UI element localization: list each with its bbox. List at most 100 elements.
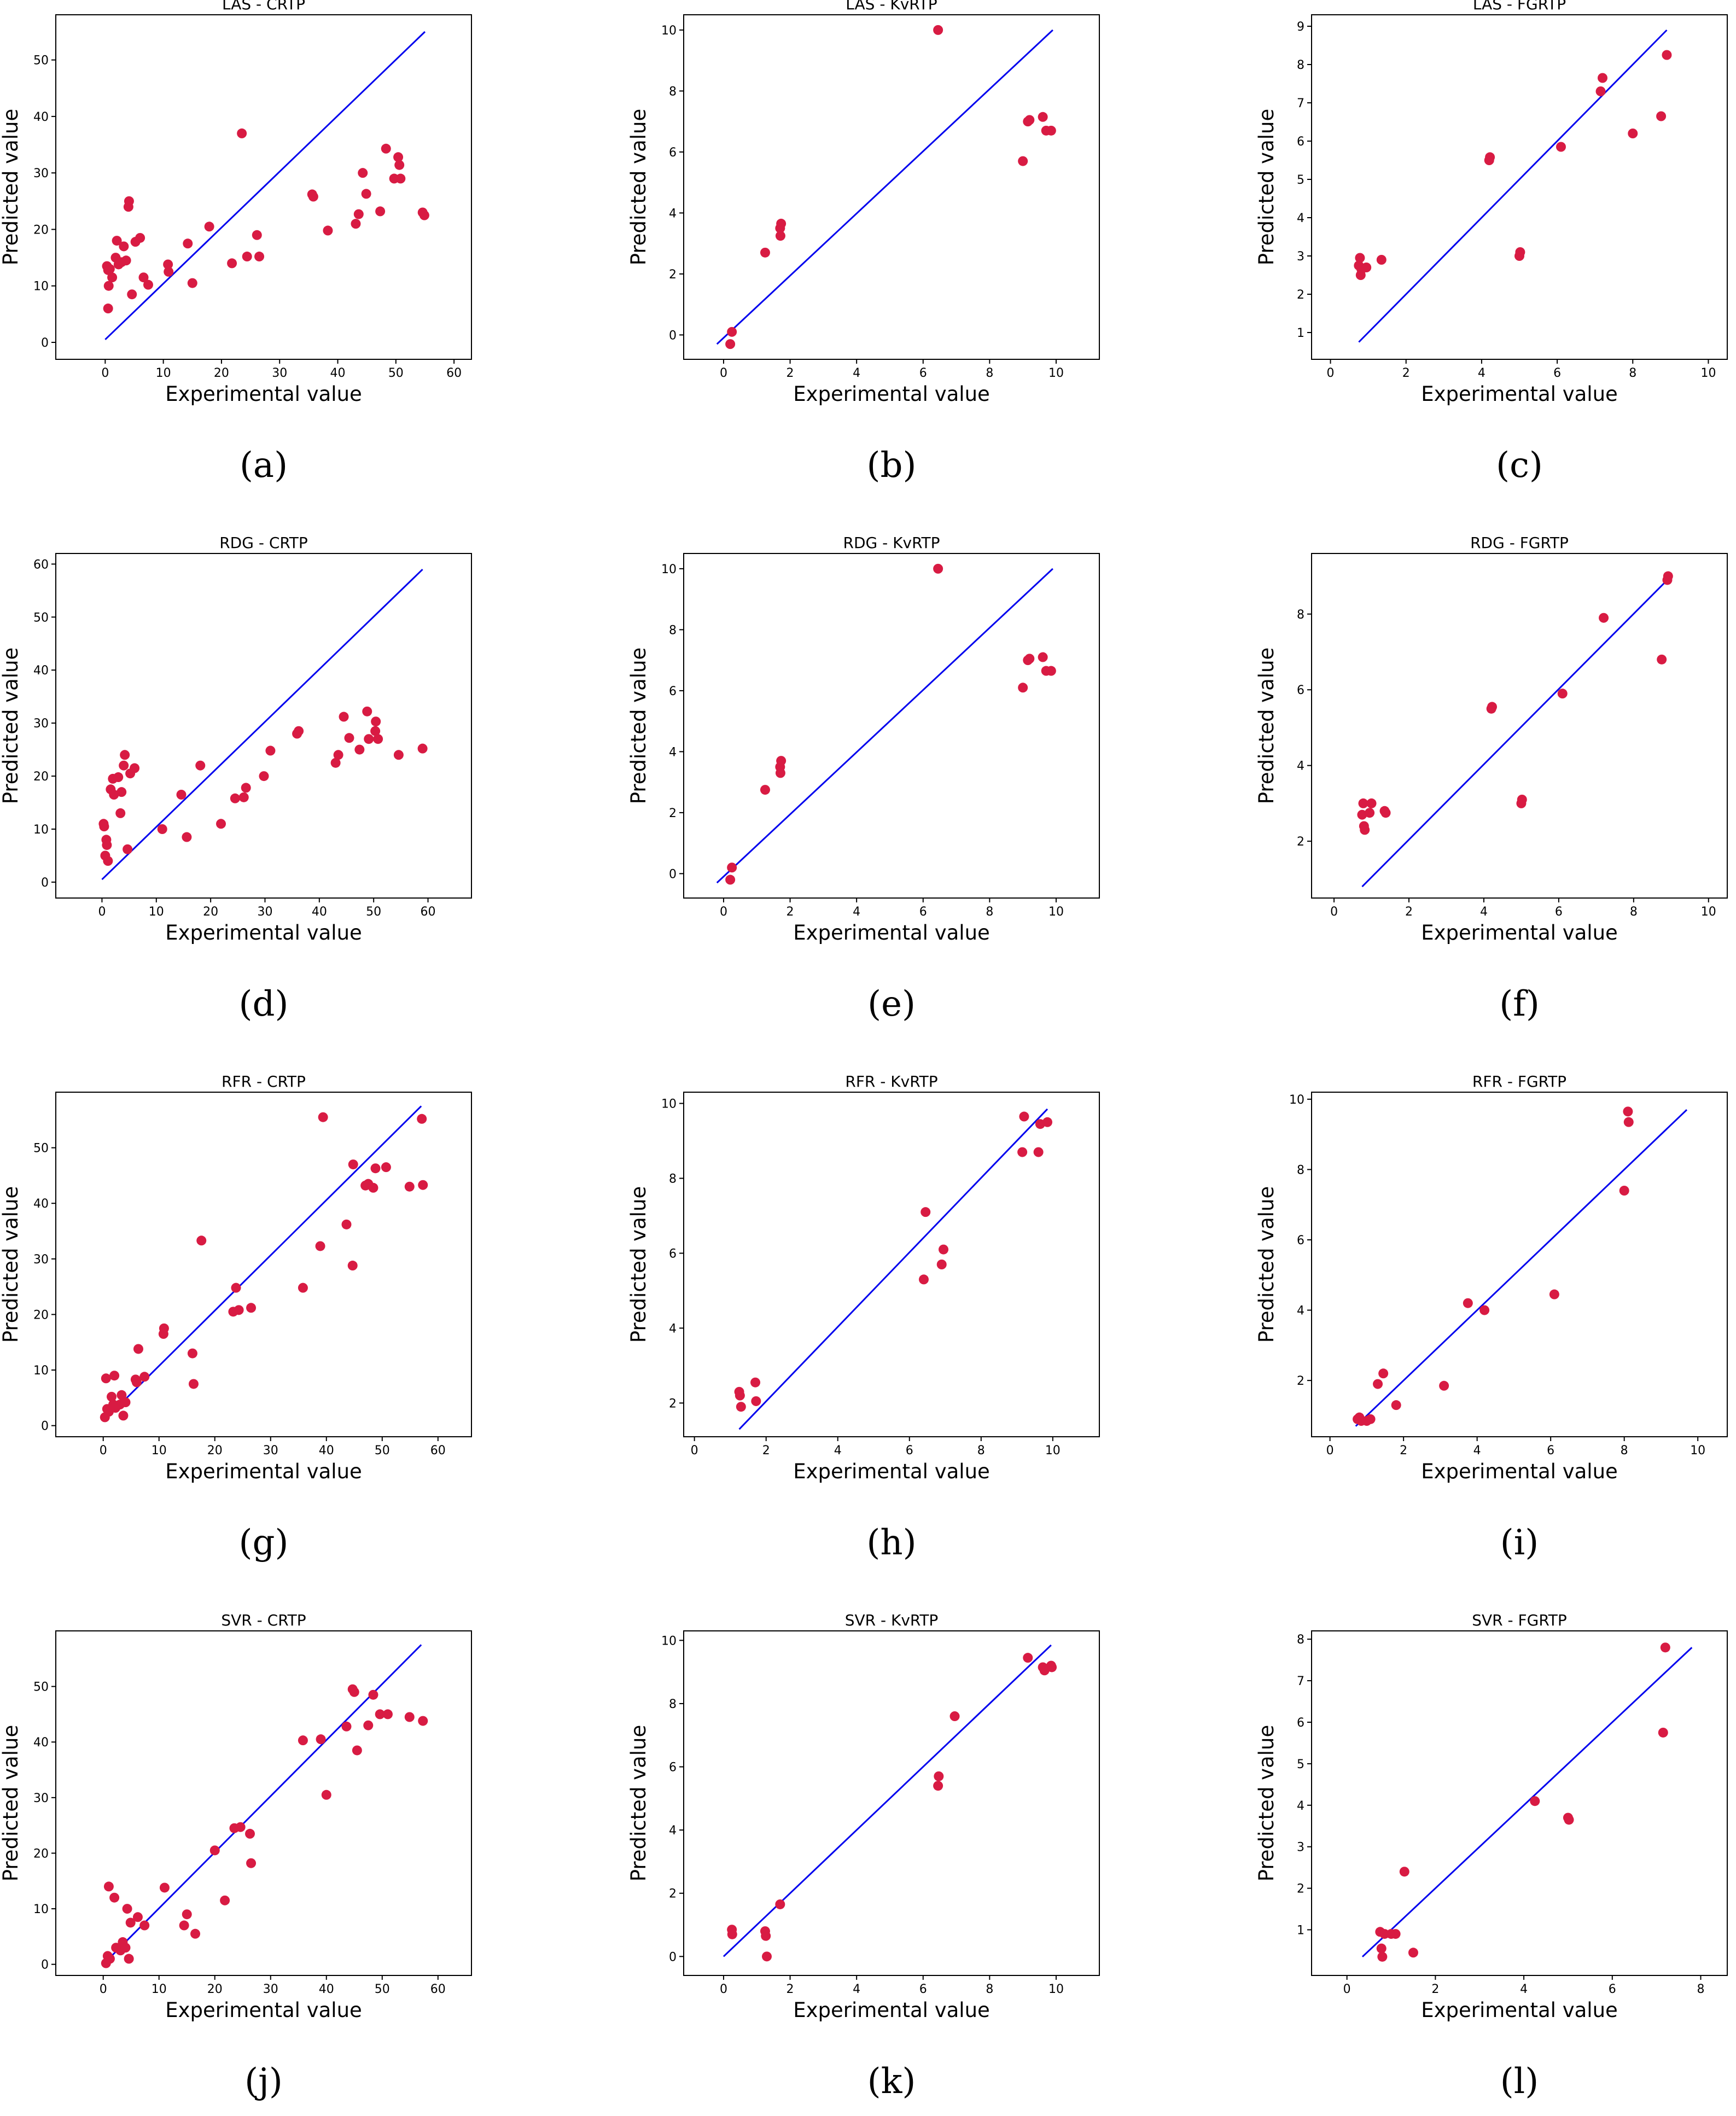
chart-3-y-tick-label: 2 xyxy=(1297,288,1304,302)
chart-1-reference-line xyxy=(104,31,426,340)
chart-6-x-tick-label: 2 xyxy=(1405,905,1413,919)
chart-4-data-point xyxy=(339,712,349,722)
chart-7-reference-line xyxy=(102,1105,422,1422)
chart-10-data-point xyxy=(104,1954,115,1964)
chart-1-data-point xyxy=(135,232,145,243)
chart-5-x-tick-label: 2 xyxy=(787,905,794,919)
chart-7-data-point xyxy=(120,1397,131,1407)
chart-5-data-point xyxy=(775,768,785,778)
chart-9-y-tick-label: 8 xyxy=(1297,1163,1304,1177)
chart-5: RDG - KvRTP 0 2 4 6 8 10 0 2 4 6 8 10 Experimental va… xyxy=(627,534,1100,1024)
chart-2-data-point xyxy=(775,231,785,241)
chart-10-data-point xyxy=(235,1822,246,1832)
chart-12-reference-line xyxy=(1361,1647,1693,1957)
chart-7-y-tick-label: 40 xyxy=(33,1197,49,1211)
chart-2-y-tick-label: 10 xyxy=(661,24,677,38)
chart-11-reference-line xyxy=(723,1644,1052,1957)
chart-4-y-tick-label: 20 xyxy=(33,770,49,784)
chart-10-data-point xyxy=(363,1720,374,1730)
chart-6-x-tick-label: 8 xyxy=(1630,905,1638,919)
chart-8-y-tick-label: 8 xyxy=(669,1173,677,1186)
chart-7-data-point xyxy=(187,1348,197,1359)
chart-4-data-point xyxy=(373,734,383,744)
chart-4-y-axis-label: Predicted value xyxy=(0,648,22,805)
chart-2-x-tick-label: 10 xyxy=(1048,366,1064,380)
chart-6-x-tick-label: 4 xyxy=(1480,905,1488,919)
chart-4-data-point xyxy=(103,856,113,866)
chart-11: SVR - KvRTP 0 2 4 6 8 10 0 2 4 6 8 10 Experimental va… xyxy=(627,1611,1100,2102)
chart-1-data-point xyxy=(121,255,131,266)
chart-7-data-point xyxy=(417,1114,427,1124)
chart-6-data-point xyxy=(1380,808,1391,818)
chart-10-data-point xyxy=(125,1917,136,1928)
chart-1-data-point xyxy=(323,225,333,236)
chart-6-reference-line xyxy=(1361,577,1670,888)
chart-4-data-point xyxy=(330,757,341,768)
chart-5-x-tick-label: 6 xyxy=(919,905,927,919)
chart-1-data-point xyxy=(104,264,115,274)
chart-4-x-tick-label: 40 xyxy=(312,905,327,919)
chart-1-data-point xyxy=(361,189,371,199)
chart-10-y-tick-label: 10 xyxy=(33,1903,49,1916)
chart-3-x-axis-label: Experimental value xyxy=(1421,382,1618,406)
chart-6-data-point xyxy=(1599,613,1609,623)
chart-7-data-point xyxy=(347,1261,358,1271)
chart-10-data-point xyxy=(209,1845,220,1856)
chart-4-x-axis-label: Experimental value xyxy=(165,921,362,945)
chart-4-x-tick-label: 60 xyxy=(421,905,436,919)
chart-8-data-point xyxy=(921,1207,931,1217)
chart-6-y-tick-label: 6 xyxy=(1297,684,1304,697)
chart-12-y-tick-label: 5 xyxy=(1297,1758,1304,1771)
chart-4-data-point xyxy=(176,790,187,800)
chart-6-data-point xyxy=(1366,798,1377,808)
chart-2-reference-line xyxy=(716,29,1053,345)
chart-8-data-point xyxy=(736,1402,746,1412)
chart-1-y-tick-label: 0 xyxy=(41,336,49,350)
chart-4-data-point xyxy=(362,706,372,716)
chart-1-x-tick-label: 50 xyxy=(388,366,404,380)
chart-1-data-point xyxy=(353,209,364,219)
chart-6-data-point xyxy=(1663,571,1673,581)
chart-9-data-point xyxy=(1439,1380,1449,1391)
chart-3-data-point xyxy=(1485,152,1495,162)
chart-4-data-point xyxy=(113,772,124,783)
chart-7-data-point xyxy=(131,1377,142,1388)
chart-7-x-tick-label: 20 xyxy=(207,1444,223,1458)
chart-5-data-point xyxy=(933,563,943,574)
chart-2-data-point xyxy=(776,218,787,229)
chart-7-data-point xyxy=(418,1180,428,1190)
chart-10-data-point xyxy=(316,1734,326,1745)
chart-7-data-point xyxy=(101,1373,111,1384)
chart-5-y-tick-label: 6 xyxy=(669,685,677,698)
chart-12: SVR - FGRTP 0 2 4 6 8 1 2 3 4 5 6 7 8 Experimental val… xyxy=(1255,1611,1728,2102)
chart-6-data-point xyxy=(1358,798,1368,808)
chart-10-data-point xyxy=(190,1928,201,1939)
chart-3-data-point xyxy=(1355,253,1365,263)
chart-2-axes-frame xyxy=(683,14,1100,360)
chart-9-data-point xyxy=(1619,1186,1629,1196)
chart-6-panel-label: (f) xyxy=(1499,984,1540,1024)
chart-12-y-tick-label: 2 xyxy=(1297,1882,1304,1896)
chart-4-axes-frame xyxy=(55,553,472,899)
chart-2-data-point xyxy=(933,25,943,35)
chart-10-data-point xyxy=(103,1881,114,1892)
chart-1-y-tick-label: 30 xyxy=(33,167,49,180)
chart-11-panel-label: (k) xyxy=(867,2061,916,2102)
chart-1-data-point xyxy=(127,289,137,300)
chart-12-y-tick-label: 3 xyxy=(1297,1841,1304,1855)
chart-9-y-tick-label: 6 xyxy=(1297,1234,1304,1248)
chart-12-data-point xyxy=(1399,1867,1409,1877)
chart-9-title: RFR - FGRTP xyxy=(1472,1072,1566,1091)
chart-12-title: SVR - FGRTP xyxy=(1472,1611,1567,1629)
chart-12-y-tick-label: 8 xyxy=(1297,1633,1304,1647)
chart-8-panel-label: (h) xyxy=(866,1523,916,1563)
chart-1-data-point xyxy=(143,279,154,290)
chart-4-data-point xyxy=(294,726,304,736)
chart-7-x-axis-label: Experimental value xyxy=(165,1460,362,1483)
chart-7-y-tick-label: 0 xyxy=(41,1420,49,1433)
chart-1-y-tick-label: 40 xyxy=(33,110,49,124)
chart-8-data-point xyxy=(1017,1147,1028,1157)
chart-2-x-tick-label: 6 xyxy=(919,366,927,380)
